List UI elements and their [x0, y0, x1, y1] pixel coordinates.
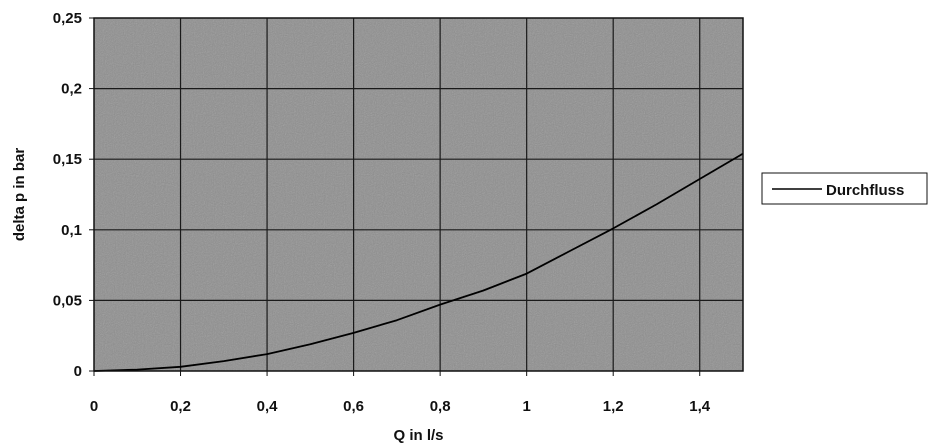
y-tick-label: 0 — [74, 363, 82, 380]
y-tick-label: 0,25 — [53, 10, 82, 27]
x-tick-label: 1,4 — [689, 398, 711, 415]
y-tick-label: 0,05 — [53, 292, 82, 309]
x-tick-label: 0,2 — [170, 398, 191, 415]
legend-label: Durchfluss — [826, 182, 904, 199]
grid-lines — [94, 18, 743, 371]
legend: Durchfluss — [761, 172, 928, 205]
x-tick-label: 0,8 — [430, 398, 451, 415]
x-tick-label: 1,2 — [603, 398, 624, 415]
plot-texture — [94, 18, 743, 371]
x-tick-label: 0 — [90, 398, 98, 415]
series-line-durchfluss — [93, 152, 744, 372]
y-axis-title: delta p in bar — [11, 148, 28, 242]
series-layer — [93, 152, 744, 372]
x-tick-label: 0,4 — [257, 398, 279, 415]
x-tick-label: 1 — [522, 398, 530, 415]
y-tick-label: 0,15 — [53, 151, 82, 168]
y-tick-label: 0,1 — [61, 222, 82, 239]
plot-border — [93, 17, 744, 372]
x-tick-label: 0,6 — [343, 398, 364, 415]
x-axis-title: Q in l/s — [393, 427, 443, 444]
y-tick-label: 0,2 — [61, 81, 82, 98]
tick-labels: 0 0,2 0,4 0,6 0,8 1 1,2 1,4 0 0,05 0,1 0,15 0,2 0,25 — [53, 10, 711, 415]
